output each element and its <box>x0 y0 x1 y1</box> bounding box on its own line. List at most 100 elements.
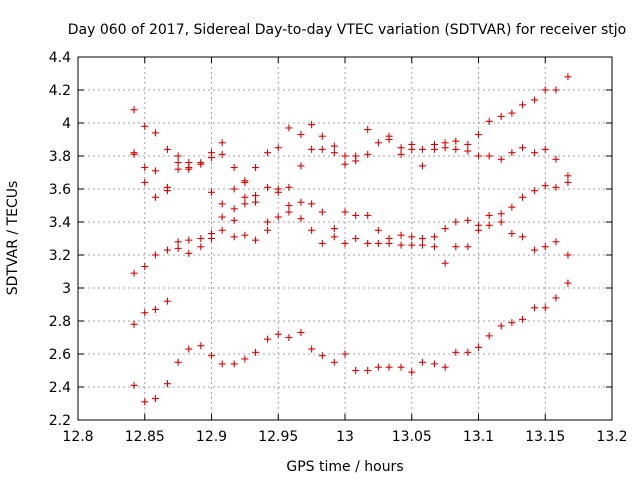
x-tick-label: 13.15 <box>525 429 565 445</box>
data-point <box>374 363 382 371</box>
data-point <box>285 202 293 209</box>
data-point <box>230 164 238 172</box>
data-point <box>197 243 205 251</box>
data-point <box>197 235 205 242</box>
data-point <box>208 154 215 162</box>
data-point <box>519 193 527 201</box>
x-tick-label: 13 <box>336 429 354 445</box>
data-point <box>364 367 372 374</box>
y-tick-label: 2.2 <box>49 413 71 429</box>
data-point <box>330 233 338 241</box>
data-point <box>564 279 572 287</box>
data-point <box>552 155 560 163</box>
data-point <box>485 117 493 125</box>
data-point <box>151 305 159 313</box>
data-point <box>130 150 138 158</box>
data-point <box>408 233 416 241</box>
y-tick-label: 4 <box>62 116 71 132</box>
data-point <box>352 211 360 219</box>
data-point <box>408 241 416 249</box>
data-point <box>508 109 516 117</box>
data-point <box>397 363 405 371</box>
data-point <box>308 145 316 153</box>
data-point <box>174 238 182 246</box>
data-point <box>230 216 238 224</box>
data-point <box>475 131 482 139</box>
data-point <box>452 218 460 226</box>
x-tick-label: 13.1 <box>463 429 494 445</box>
data-point <box>130 269 138 277</box>
data-point <box>163 187 171 195</box>
data-point <box>230 233 238 241</box>
data-point <box>508 149 516 157</box>
data-point <box>452 243 460 251</box>
data-point <box>197 160 205 168</box>
data-point <box>564 251 572 259</box>
data-point <box>531 304 539 312</box>
data-point <box>197 342 205 350</box>
data-point <box>385 239 393 247</box>
data-point <box>475 226 482 234</box>
data-point <box>174 358 182 366</box>
data-point <box>297 198 305 206</box>
data-point <box>441 363 449 371</box>
data-point <box>163 145 171 153</box>
data-point <box>130 320 138 328</box>
x-axis-label: GPS time / hours <box>286 459 403 475</box>
x-tick-label: 12.8 <box>62 429 93 445</box>
data-point <box>497 155 505 163</box>
data-point <box>230 360 238 368</box>
data-point <box>452 145 460 153</box>
data-point <box>185 165 193 173</box>
data-point <box>519 233 527 241</box>
y-axis-label: SDTVAR / TECUs <box>5 181 21 296</box>
data-point <box>374 139 382 147</box>
data-point <box>141 398 149 406</box>
data-point <box>531 96 539 104</box>
plot-frame <box>77 56 613 421</box>
data-point <box>285 334 293 341</box>
data-point <box>264 226 272 234</box>
data-point <box>541 86 549 94</box>
data-point <box>274 144 282 152</box>
data-point <box>218 226 226 234</box>
y-tick-label: 4.4 <box>49 50 71 66</box>
data-point <box>374 226 382 234</box>
data-point <box>508 203 516 211</box>
data-point <box>274 213 282 221</box>
data-points <box>130 73 572 406</box>
data-point <box>297 162 305 170</box>
data-point <box>297 215 305 223</box>
data-point <box>130 381 138 389</box>
data-point <box>430 360 438 368</box>
data-point <box>218 360 226 368</box>
data-point <box>163 297 171 305</box>
data-point <box>341 208 349 216</box>
data-point <box>218 200 226 208</box>
data-point <box>151 129 159 137</box>
data-point <box>208 235 215 242</box>
data-point <box>485 221 493 229</box>
data-point <box>174 244 182 252</box>
data-point <box>151 395 159 403</box>
data-point <box>385 363 393 371</box>
data-point <box>264 183 272 191</box>
data-point <box>352 367 360 374</box>
data-point <box>208 352 215 360</box>
data-point <box>397 231 405 239</box>
y-tick-label: 2.8 <box>49 314 71 330</box>
data-point <box>297 131 305 139</box>
data-point <box>519 144 527 152</box>
data-point <box>552 86 560 94</box>
x-tick-label: 12.9 <box>196 429 227 445</box>
data-point <box>564 73 572 81</box>
data-point <box>185 249 193 257</box>
data-point <box>218 139 226 147</box>
data-point <box>418 358 426 366</box>
data-point <box>330 358 338 366</box>
data-point <box>241 200 249 208</box>
data-point <box>330 225 338 233</box>
data-point <box>497 210 505 218</box>
data-point <box>418 235 426 242</box>
data-point <box>241 231 249 239</box>
